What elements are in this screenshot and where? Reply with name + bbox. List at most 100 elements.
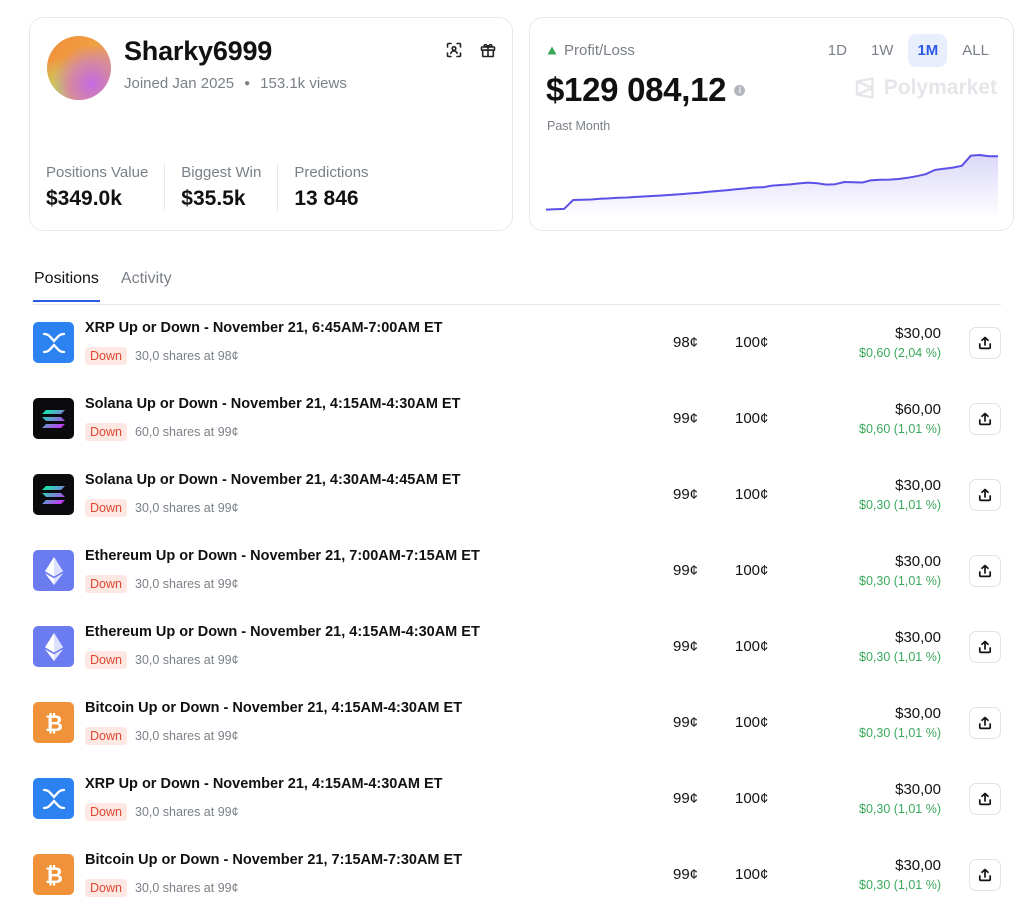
scan-icon[interactable] [444, 40, 464, 60]
position-value: $30,00 [895, 553, 941, 570]
position-shares: 30,0 shares at 99¢ [135, 653, 239, 667]
position-row[interactable]: XRP Up or Down - November 21, 4:15AM-4:3… [33, 761, 1003, 837]
share-button[interactable] [969, 859, 1001, 891]
tab-positions[interactable]: Positions [33, 262, 100, 302]
tab-bar: Positions Activity [33, 262, 173, 302]
ethereum-icon [44, 556, 63, 585]
polymarket-logo-icon [855, 77, 874, 99]
pnl-value: $129 084,12 i [546, 71, 746, 109]
market-icon [33, 550, 74, 591]
tab-activity[interactable]: Activity [120, 270, 172, 287]
outcome-badge: Down [85, 727, 127, 745]
stat-label: Positions Value [46, 164, 149, 181]
share-button[interactable] [969, 783, 1001, 815]
range-1w[interactable]: 1W [870, 42, 894, 59]
separator-dot: ● [244, 78, 251, 89]
avatar[interactable] [47, 36, 111, 100]
gift-icon[interactable] [478, 40, 498, 60]
stat-predictions: Predictions 13 846 [294, 164, 384, 211]
solana-icon [41, 409, 65, 428]
bitcoin-icon: ₿ [45, 712, 63, 736]
outcome-badge: Down [85, 879, 127, 897]
profile-stats: Positions Value $349.0k Biggest Win $35.… [46, 164, 401, 211]
position-row[interactable]: Ethereum Up or Down - November 21, 4:15A… [33, 609, 1003, 685]
position-row[interactable]: Ethereum Up or Down - November 21, 7:00A… [33, 533, 1003, 609]
current-price: 100¢ [735, 714, 769, 731]
market-icon [33, 626, 74, 667]
position-row[interactable]: XRP Up or Down - November 21, 6:45AM-7:0… [33, 305, 1003, 381]
bitcoin-icon: ₿ [45, 864, 63, 888]
position-title[interactable]: Bitcoin Up or Down - November 21, 4:15AM… [85, 700, 463, 716]
position-shares: 30,0 shares at 99¢ [135, 805, 239, 819]
position-title[interactable]: XRP Up or Down - November 21, 4:15AM-4:3… [85, 776, 443, 792]
position-value: $30,00 [895, 781, 941, 798]
position-title[interactable]: Ethereum Up or Down - November 21, 4:15A… [85, 624, 480, 640]
share-icon [978, 716, 992, 730]
position-title[interactable]: Solana Up or Down - November 21, 4:30AM-… [85, 472, 461, 488]
position-shares: 30,0 shares at 98¢ [135, 349, 239, 363]
pnl-label: Profit/Loss [547, 42, 635, 59]
position-value: $60,00 [895, 401, 941, 418]
pnl-label-text: Profit/Loss [564, 42, 635, 59]
current-price: 100¢ [735, 790, 769, 807]
share-button[interactable] [969, 555, 1001, 587]
svg-text:₿: ₿ [45, 864, 63, 888]
position-shares: 30,0 shares at 99¢ [135, 729, 239, 743]
market-icon: ₿ [33, 702, 74, 743]
position-pl: $0,60 (2,04 %) [859, 346, 941, 360]
share-button[interactable] [969, 631, 1001, 663]
position-row[interactable]: Solana Up or Down - November 21, 4:30AM-… [33, 457, 1003, 533]
outcome-badge: Down [85, 651, 127, 669]
share-button[interactable] [969, 707, 1001, 739]
avg-price: 99¢ [673, 714, 699, 731]
position-title[interactable]: Ethereum Up or Down - November 21, 7:00A… [85, 548, 480, 564]
position-row[interactable]: ₿ Bitcoin Up or Down - November 21, 7:15… [33, 837, 1003, 913]
stat-label: Predictions [294, 164, 369, 181]
market-icon [33, 322, 74, 363]
joined-date: Joined Jan 2025 [124, 75, 235, 92]
pnl-period: Past Month [547, 119, 611, 133]
position-pl: $0,30 (1,01 %) [859, 726, 941, 740]
info-icon[interactable]: i [734, 84, 746, 96]
share-button[interactable] [969, 403, 1001, 435]
brand-watermark: Polymarket [854, 76, 997, 100]
triangle-up-icon [547, 46, 557, 55]
position-value: $30,00 [895, 857, 941, 874]
profile-card: Sharky6999 Joined Jan 2025 ● 153.1k view… [29, 17, 513, 231]
position-title[interactable]: XRP Up or Down - November 21, 6:45AM-7:0… [85, 320, 443, 336]
position-pl: $0,30 (1,01 %) [859, 878, 941, 892]
views-count: 153.1k views [260, 75, 347, 92]
avg-price: 99¢ [673, 638, 699, 655]
position-pl: $0,30 (1,01 %) [859, 498, 941, 512]
position-title[interactable]: Solana Up or Down - November 21, 4:15AM-… [85, 396, 461, 412]
position-value: $30,00 [895, 705, 941, 722]
position-pl: $0,30 (1,01 %) [859, 802, 941, 816]
range-1m[interactable]: 1M [908, 34, 948, 67]
current-price: 100¢ [735, 638, 769, 655]
position-title[interactable]: Bitcoin Up or Down - November 21, 7:15AM… [85, 852, 463, 868]
current-price: 100¢ [735, 410, 769, 427]
position-pl: $0,30 (1,01 %) [859, 574, 941, 588]
position-value: $30,00 [895, 629, 941, 646]
pnl-amount: $129 084,12 [546, 71, 727, 108]
range-all[interactable]: ALL [962, 42, 989, 59]
outcome-badge: Down [85, 575, 127, 593]
market-icon [33, 474, 74, 515]
tab-divider [33, 304, 1001, 305]
share-button[interactable] [969, 479, 1001, 511]
outcome-badge: Down [85, 347, 127, 365]
share-icon [978, 868, 992, 882]
market-icon: ₿ [33, 854, 74, 895]
share-button[interactable] [969, 327, 1001, 359]
position-row[interactable]: ₿ Bitcoin Up or Down - November 21, 4:15… [33, 685, 1003, 761]
svg-text:₿: ₿ [45, 712, 63, 736]
position-shares: 30,0 shares at 99¢ [135, 577, 239, 591]
pnl-points [546, 154, 998, 210]
position-row[interactable]: Solana Up or Down - November 21, 4:15AM-… [33, 381, 1003, 457]
avg-price: 99¢ [673, 866, 699, 883]
position-value: $30,00 [895, 325, 941, 342]
positions-list: XRP Up or Down - November 21, 6:45AM-7:0… [33, 305, 1003, 913]
range-1d[interactable]: 1D [827, 42, 847, 59]
position-shares: 30,0 shares at 99¢ [135, 881, 239, 895]
share-icon [978, 640, 992, 654]
